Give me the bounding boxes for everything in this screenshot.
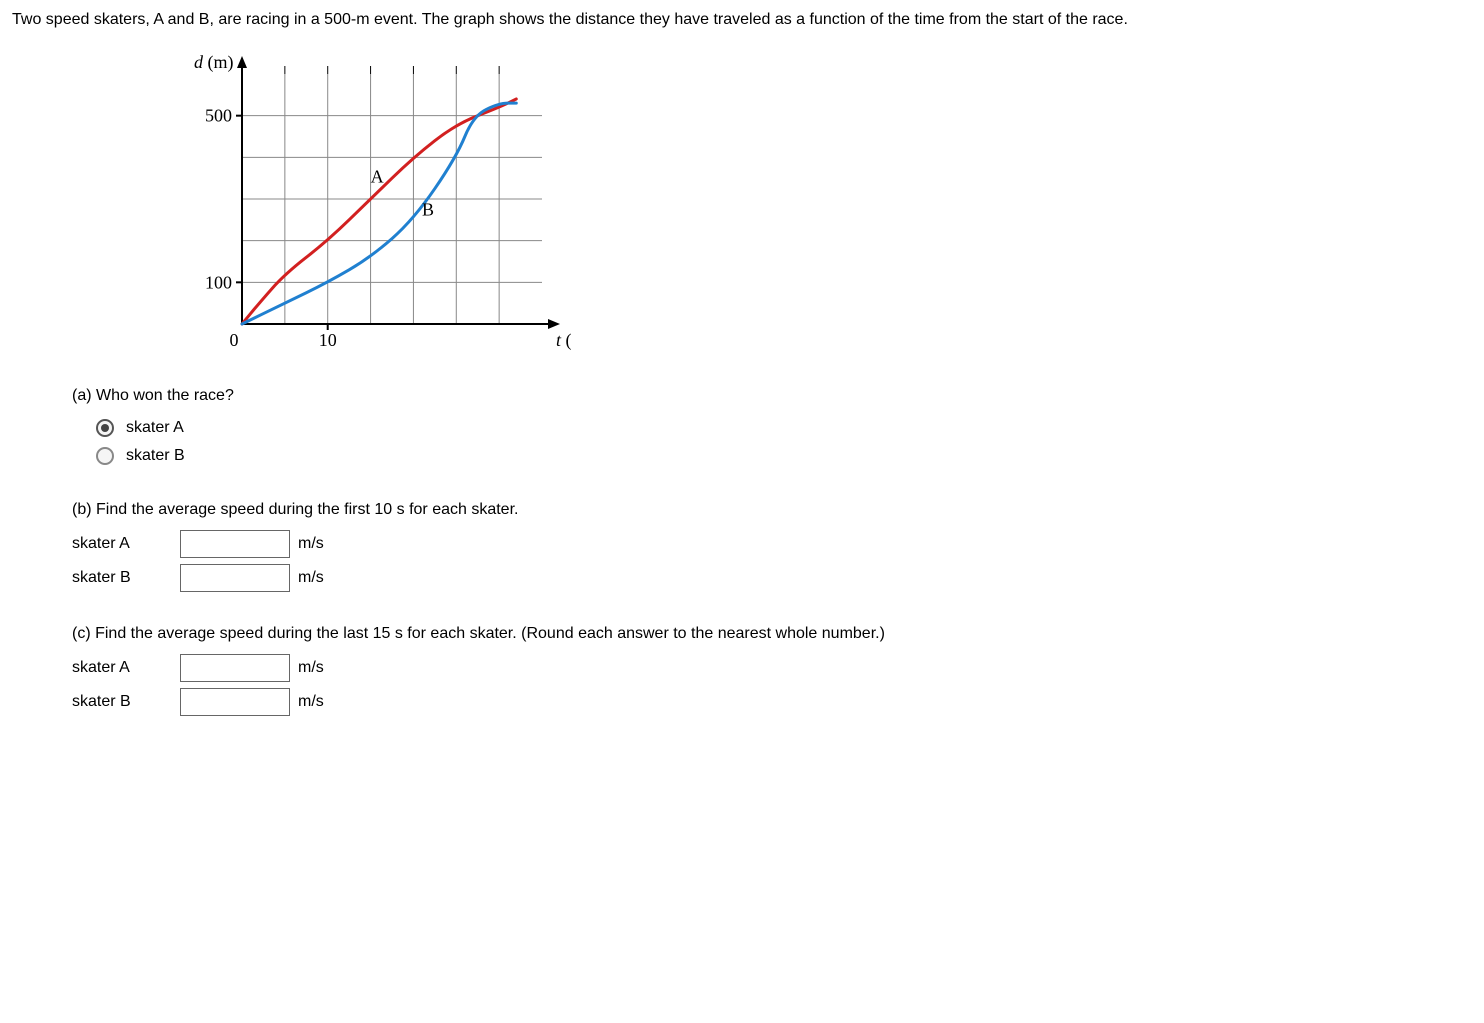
- question-c-text: (c) Find the average speed during the la…: [72, 622, 1472, 646]
- chart-svg: 100 500 0 10 d (m) t (s) A B: [172, 44, 572, 364]
- question-a: (a) Who won the race? skater A skater B: [72, 384, 1472, 468]
- radio-button[interactable]: [96, 419, 114, 437]
- qc-row-0: skater A m/s: [72, 654, 1472, 682]
- answer-input[interactable]: [180, 688, 290, 716]
- question-c: (c) Find the average speed during the la…: [72, 622, 1472, 716]
- radio-button[interactable]: [96, 447, 114, 465]
- qb-row-1: skater B m/s: [72, 564, 1472, 592]
- input-label: skater A: [72, 656, 172, 680]
- svg-text:d (m): d (m): [194, 52, 234, 73]
- question-b-text: (b) Find the average speed during the fi…: [72, 498, 1472, 522]
- question-b: (b) Find the average speed during the fi…: [72, 498, 1472, 592]
- problem-intro: Two speed skaters, A and B, are racing i…: [12, 8, 1472, 32]
- unit-label: m/s: [298, 566, 324, 590]
- question-a-text: (a) Who won the race?: [72, 384, 1472, 408]
- unit-label: m/s: [298, 656, 324, 680]
- unit-label: m/s: [298, 690, 324, 714]
- answer-input[interactable]: [180, 654, 290, 682]
- radio-option-1[interactable]: skater B: [96, 444, 1472, 468]
- answer-input[interactable]: [180, 530, 290, 558]
- svg-text:t (s): t (s): [556, 330, 572, 351]
- svg-text:A: A: [371, 166, 384, 186]
- radio-label: skater A: [126, 416, 184, 440]
- qc-row-1: skater B m/s: [72, 688, 1472, 716]
- svg-text:10: 10: [319, 330, 337, 350]
- answer-input[interactable]: [180, 564, 290, 592]
- input-label: skater B: [72, 566, 172, 590]
- svg-text:0: 0: [230, 330, 239, 350]
- input-label: skater A: [72, 532, 172, 556]
- svg-text:100: 100: [205, 272, 232, 292]
- unit-label: m/s: [298, 532, 324, 556]
- radio-option-0[interactable]: skater A: [96, 416, 1472, 440]
- svg-text:500: 500: [205, 106, 232, 126]
- input-label: skater B: [72, 690, 172, 714]
- svg-text:B: B: [422, 200, 434, 220]
- distance-time-chart: 100 500 0 10 d (m) t (s) A B: [172, 44, 1472, 364]
- radio-label: skater B: [126, 444, 185, 468]
- qb-row-0: skater A m/s: [72, 530, 1472, 558]
